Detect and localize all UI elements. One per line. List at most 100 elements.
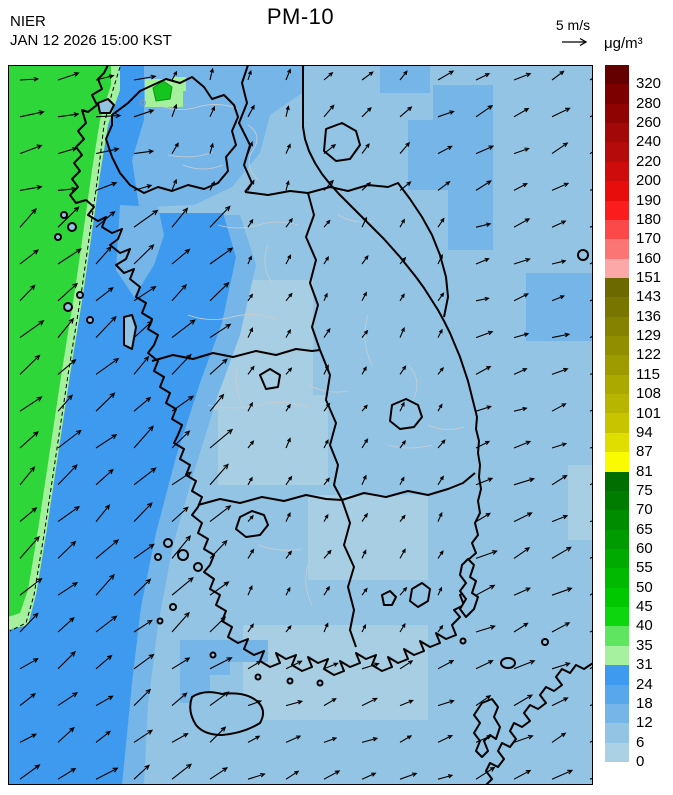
pm-field-green-bright	[8, 65, 111, 617]
legend-segment	[605, 239, 629, 259]
legend-segment	[605, 529, 629, 549]
legend-segment	[605, 277, 629, 298]
agency-label: NIER	[10, 13, 46, 30]
legend-tick-label: 240	[636, 133, 662, 151]
legend-tick-label: 129	[636, 327, 662, 345]
legend-tick-label: 101	[636, 404, 662, 422]
korea-map-svg	[8, 64, 611, 786]
legend-tick-label: 60	[636, 540, 653, 558]
wind-vector-layer	[19, 67, 611, 780]
tsushima-island	[459, 558, 479, 618]
legend-segment	[605, 297, 629, 317]
iki-island	[500, 657, 516, 669]
legend-tick-label: 55	[636, 559, 653, 577]
county-boundaries	[157, 104, 465, 718]
legend-segment	[605, 645, 629, 666]
legend-tick-label: 200	[636, 172, 662, 190]
legend-segment	[605, 432, 629, 453]
map-border	[8, 65, 593, 785]
legend-segment	[605, 316, 629, 337]
datetime-label: JAN 12 2026 15:00 KST	[10, 32, 172, 49]
legend-segment	[605, 142, 629, 162]
legend-segment	[605, 587, 629, 608]
jeju-island	[189, 691, 264, 736]
province-boundaries	[105, 64, 476, 648]
legend-segment	[605, 258, 629, 278]
legend-tick-label: 12	[636, 714, 653, 732]
legend-tick-label: 94	[636, 423, 653, 441]
legend-segment	[605, 568, 629, 588]
kyushu-west-lobe	[473, 698, 501, 758]
ulleungdo-island	[577, 249, 589, 261]
legend-segment	[605, 336, 629, 356]
legend-tick-label: 108	[636, 385, 662, 403]
legend-tick-label: 143	[636, 288, 662, 306]
legend-segment	[605, 665, 629, 685]
legend-tick-label: 160	[636, 249, 662, 267]
legend-tick-label: 320	[636, 75, 662, 93]
wind-arrows-path	[19, 67, 611, 780]
wind-reference-arrow-icon	[562, 37, 588, 47]
legend-segment	[605, 394, 629, 414]
unit-label: μg/m³	[604, 35, 643, 52]
legend-segment	[605, 548, 629, 569]
legend-tick-label: 35	[636, 636, 653, 654]
legend-tick-label: 6	[636, 733, 645, 751]
legend-segment	[605, 84, 629, 104]
legend-segment	[605, 723, 629, 743]
legend-tick-label: 115	[636, 365, 660, 383]
legend-tick-label: 87	[636, 443, 653, 461]
legend-tick-label: 31	[636, 656, 653, 674]
legend-tick-label: 70	[636, 501, 653, 519]
islands	[54, 98, 594, 786]
legend-tick-label: 180	[636, 210, 662, 228]
legend-segment	[605, 471, 629, 491]
page-title: PM-10	[266, 4, 335, 29]
legend-tick-label: 50	[636, 578, 653, 596]
legend-tick-label: 65	[636, 520, 653, 538]
legend-tick-label: 136	[636, 307, 662, 325]
legend-segment	[605, 65, 629, 85]
legend-segment	[605, 413, 629, 433]
legend-segment	[605, 374, 629, 395]
legend-tick-label: 81	[636, 462, 653, 480]
legend-segment	[605, 355, 629, 375]
legend-tick-label: 151	[636, 268, 662, 286]
legend-tick-label: 260	[636, 114, 662, 132]
legend-segment	[605, 181, 629, 201]
legend-tick-label: 24	[636, 675, 653, 693]
legend-tick-label: 220	[636, 152, 662, 170]
legend-tick-label: 190	[636, 191, 662, 209]
station-circle-icon	[140, 100, 146, 106]
contour-line-dashed	[9, 66, 121, 632]
color-scale-bar	[605, 65, 629, 762]
legend-segment	[605, 490, 629, 511]
legend-tick-label: 280	[636, 94, 662, 112]
legend-tick-label: 45	[636, 598, 653, 616]
legend-segment	[605, 200, 629, 220]
legend-segment	[605, 703, 629, 724]
geoje-island	[409, 582, 431, 608]
legend-segment	[605, 219, 629, 240]
legend-segment	[605, 607, 629, 627]
legend-tick-label: 18	[636, 694, 653, 712]
legend-segment	[605, 161, 629, 182]
legend-tick-label: 170	[636, 230, 662, 248]
legend-segment	[605, 103, 629, 124]
legend-segment	[605, 684, 629, 704]
kyushu-coast	[485, 662, 594, 786]
legend-segment	[605, 742, 629, 762]
legend-segment	[605, 452, 629, 472]
seoul-high-cells	[140, 77, 186, 107]
legend-tick-label: 40	[636, 617, 653, 635]
legend-tick-label: 0	[636, 753, 645, 770]
legend-segment	[605, 626, 629, 646]
legend-tick-label: 75	[636, 481, 653, 499]
legend-segment	[605, 510, 629, 530]
wind-reference-label: 5 m/s	[555, 17, 591, 33]
legend-segment	[605, 123, 629, 143]
legend-tick-label: 122	[636, 346, 662, 364]
pm-field-mid-patches	[116, 65, 593, 703]
forecast-map	[8, 64, 611, 786]
